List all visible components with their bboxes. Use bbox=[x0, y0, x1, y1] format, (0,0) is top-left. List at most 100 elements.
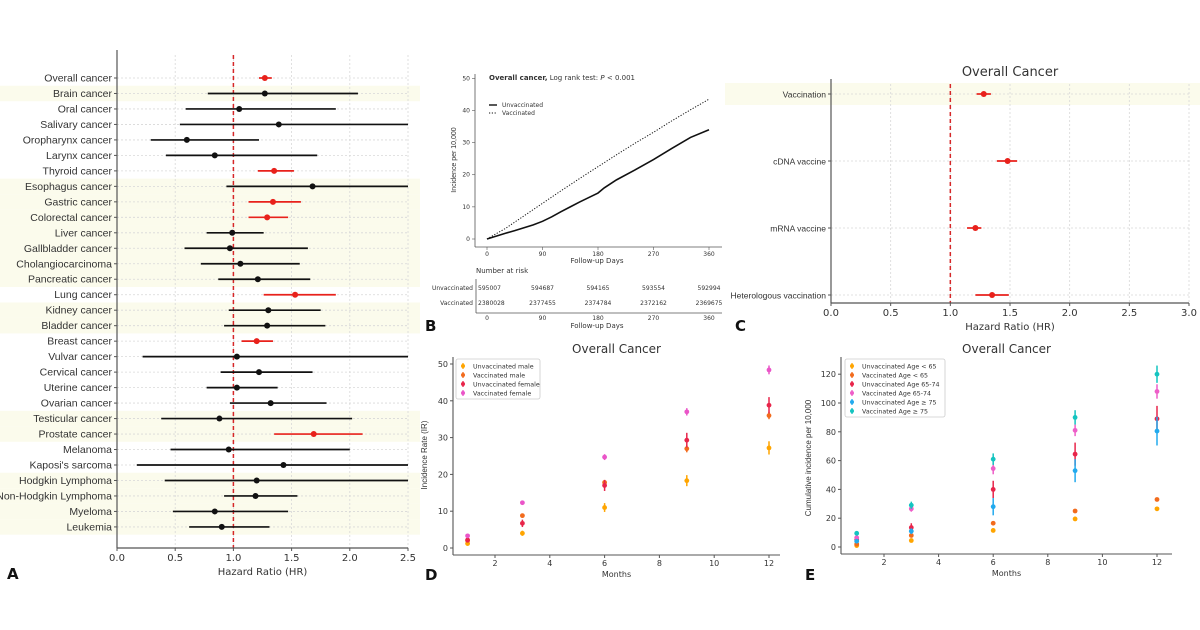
panel-label: D bbox=[425, 566, 437, 584]
series-line-unvaccinated bbox=[486, 128, 710, 240]
x-tick-label: 6 bbox=[991, 558, 996, 567]
row-label: Vaccination bbox=[783, 90, 827, 100]
legend-label: Vaccinated Age < 65 bbox=[862, 372, 928, 379]
risk-value: 2372162 bbox=[640, 300, 667, 307]
risk-row-label: Vaccinated bbox=[440, 300, 473, 307]
forest-plot-C: 0.0 0.5 1.0 1.5 2.0 2.5 3.0 Vaccination cDNA vac… bbox=[725, 65, 1200, 335]
y-tick-label: 40 bbox=[438, 397, 448, 406]
row-label: Esophagus cancer bbox=[25, 181, 112, 193]
row-label: Kaposi's sarcoma bbox=[29, 460, 112, 472]
x-axis-label: Hazard Ratio (HR) bbox=[218, 567, 308, 578]
data-point bbox=[1154, 497, 1160, 502]
y-tick-label: 0 bbox=[466, 236, 470, 243]
row-label: Pancreatic cancer bbox=[28, 274, 113, 286]
hazard-ratio-point bbox=[292, 291, 299, 298]
hazard-ratio-point bbox=[236, 105, 243, 112]
hazard-ratio-point bbox=[264, 214, 271, 221]
x-tick-label: 3.0 bbox=[1181, 308, 1197, 319]
legend-label: Vaccinated Age 65-74 bbox=[862, 390, 931, 397]
data-point bbox=[766, 413, 772, 418]
data-point bbox=[908, 528, 914, 534]
hazard-ratio-point bbox=[1004, 158, 1011, 164]
panel-label: B bbox=[425, 317, 436, 335]
row-label: cDNA vaccine bbox=[773, 157, 826, 167]
panel-label: C bbox=[735, 317, 746, 335]
cumulative-incidence-plot-B: 0 10 20 30 40 50 0 90 180 270 360 Follow-up Days Inc… bbox=[425, 74, 723, 335]
hazard-ratio-point bbox=[253, 338, 260, 345]
row-label: Prostate cancer bbox=[38, 429, 112, 441]
data-point bbox=[1072, 451, 1078, 457]
y-axis-label: Incidence Rate (IR) bbox=[420, 420, 429, 489]
x-axis-label: Follow-up Days bbox=[570, 257, 623, 265]
x-tick-label: 8 bbox=[657, 559, 662, 568]
y-tick-label: 30 bbox=[438, 434, 448, 443]
risk-x-tick-label: 270 bbox=[648, 315, 660, 322]
y-tick-label: 40 bbox=[462, 107, 470, 114]
y-tick-label: 80 bbox=[826, 428, 836, 437]
hazard-ratio-point bbox=[271, 167, 278, 174]
hazard-ratio-point bbox=[216, 415, 223, 422]
x-tick-label: 2 bbox=[881, 558, 886, 567]
x-tick-label: 1.5 bbox=[1002, 308, 1018, 319]
chart-title: Overall Cancer bbox=[962, 342, 1051, 356]
x-tick-label: 12 bbox=[1152, 558, 1162, 567]
hazard-ratio-point bbox=[226, 245, 233, 252]
data-point bbox=[1072, 516, 1078, 522]
legend-marker bbox=[850, 409, 854, 413]
data-point bbox=[908, 533, 914, 538]
y-tick-label: 40 bbox=[826, 485, 836, 494]
risk-table-title: Number at risk bbox=[476, 267, 529, 275]
row-label: Overall cancer bbox=[44, 73, 112, 85]
data-point bbox=[990, 456, 996, 462]
y-tick-label: 50 bbox=[462, 75, 470, 82]
hazard-ratio-point bbox=[980, 91, 987, 97]
y-tick-label: 20 bbox=[462, 172, 470, 179]
x-tick-label: 10 bbox=[709, 559, 719, 568]
hazard-ratio-point bbox=[229, 229, 236, 236]
row-label: Uterine cancer bbox=[44, 382, 113, 394]
p-symbol: P bbox=[600, 74, 605, 82]
y-axis-label: Cumulative incidence per 10,000 bbox=[804, 399, 813, 516]
risk-row-label: Unvaccinated bbox=[432, 285, 473, 292]
hazard-ratio-point bbox=[269, 198, 276, 205]
x-tick-label: 1.0 bbox=[225, 553, 241, 564]
data-point bbox=[1072, 415, 1078, 420]
risk-value: 593554 bbox=[642, 285, 665, 292]
legend-marker bbox=[461, 382, 465, 386]
data-point bbox=[602, 454, 607, 460]
x-tick-label: 2.0 bbox=[342, 553, 358, 564]
x-tick-label: 10 bbox=[1097, 558, 1107, 567]
legend-label: Vaccinated Age ≥ 75 bbox=[862, 408, 928, 415]
hazard-ratio-point bbox=[183, 136, 190, 143]
data-point bbox=[990, 504, 996, 510]
x-axis-label: Months bbox=[602, 570, 631, 579]
x-tick-label: 4 bbox=[547, 559, 552, 568]
legend-label: Vaccinated female bbox=[473, 390, 531, 397]
x-tick-label: 2 bbox=[492, 559, 497, 568]
legend-marker bbox=[850, 391, 854, 395]
hazard-ratio-point bbox=[261, 90, 268, 97]
row-label: Hodgkin Lymphoma bbox=[19, 475, 112, 487]
data-point bbox=[684, 437, 690, 443]
panel-label: A bbox=[7, 565, 19, 583]
forest-plot-A: 0.0 0.5 1.0 1.5 2.0 2.5 Overall cancer Brain ca… bbox=[0, 50, 420, 583]
row-label: Salivary cancer bbox=[40, 119, 112, 131]
hazard-ratio-point bbox=[265, 307, 272, 314]
data-point bbox=[520, 530, 525, 536]
hazard-ratio-point bbox=[256, 369, 263, 376]
row-label: Gallbladder cancer bbox=[24, 243, 113, 255]
data-point bbox=[520, 513, 525, 519]
legend-label: Vaccinated bbox=[502, 110, 535, 117]
x-tick-label: 0.0 bbox=[823, 308, 839, 319]
hazard-ratio-point bbox=[275, 121, 282, 128]
hazard-ratio-point bbox=[218, 523, 225, 530]
row-label: Cervical cancer bbox=[40, 367, 113, 379]
data-point bbox=[854, 535, 860, 541]
chart-title: Overall Cancer bbox=[572, 342, 661, 356]
y-tick-label: 20 bbox=[438, 470, 448, 479]
hazard-ratio-point bbox=[233, 353, 240, 360]
hazard-ratio-point bbox=[233, 384, 240, 391]
y-tick-label: 30 bbox=[462, 140, 470, 147]
x-tick-label: 2.0 bbox=[1062, 308, 1078, 319]
